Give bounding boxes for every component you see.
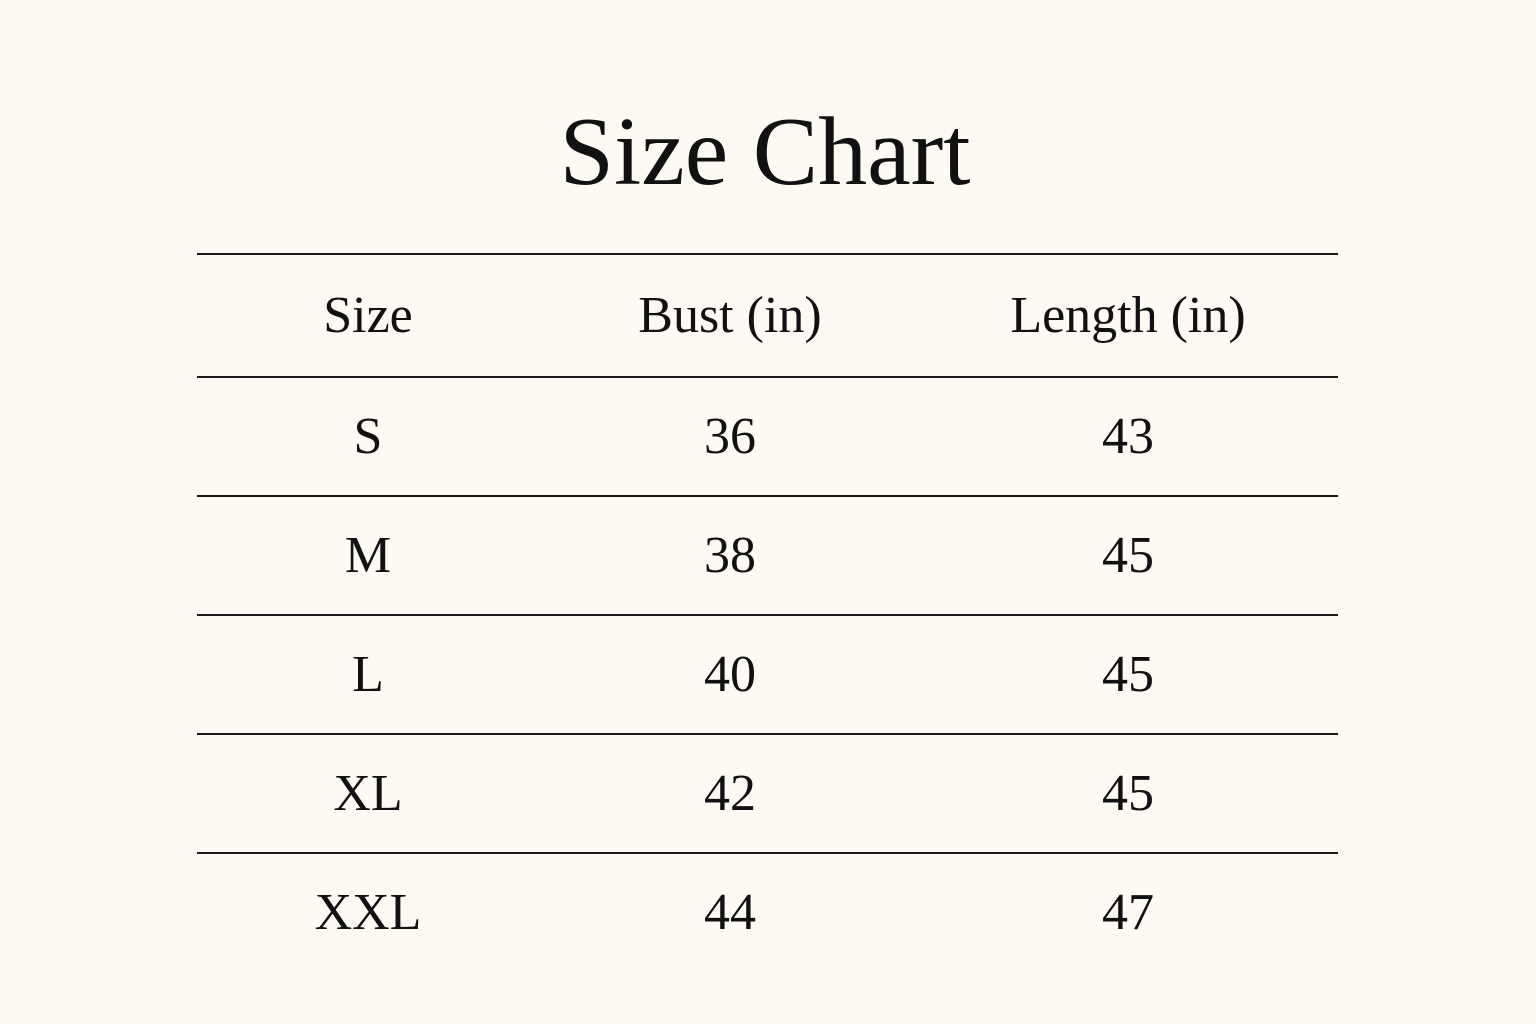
size-cell: M <box>344 527 392 584</box>
bust-cell: 42 <box>704 765 756 822</box>
column-header-length: Length (in) <box>1010 287 1246 344</box>
column-header-size: Size <box>323 287 413 344</box>
size-table: Size Bust (in) Length (in) S 36 43 M 38 … <box>197 253 1338 971</box>
length-cell: 45 <box>1102 646 1154 703</box>
size-cell: XXL <box>314 884 422 941</box>
page-title: Size Chart <box>559 98 971 206</box>
length-cell: 47 <box>1102 884 1154 941</box>
size-cell: S <box>353 408 383 465</box>
table-row: XXL 44 47 <box>197 852 1338 971</box>
length-cell: 45 <box>1102 765 1154 822</box>
table-row: L 40 45 <box>197 614 1338 733</box>
bust-cell: 44 <box>704 884 756 941</box>
bust-cell: 38 <box>704 527 756 584</box>
bust-cell: 40 <box>704 646 756 703</box>
table-row: XL 42 45 <box>197 733 1338 852</box>
table-header-row: Size Bust (in) Length (in) <box>197 253 1338 376</box>
table-row: M 38 45 <box>197 495 1338 614</box>
table-row: S 36 43 <box>197 376 1338 495</box>
length-cell: 45 <box>1102 527 1154 584</box>
column-header-bust: Bust (in) <box>638 287 822 344</box>
length-cell: 43 <box>1102 408 1154 465</box>
bust-cell: 36 <box>704 408 756 465</box>
size-cell: L <box>352 646 384 703</box>
size-cell: XL <box>333 765 403 822</box>
